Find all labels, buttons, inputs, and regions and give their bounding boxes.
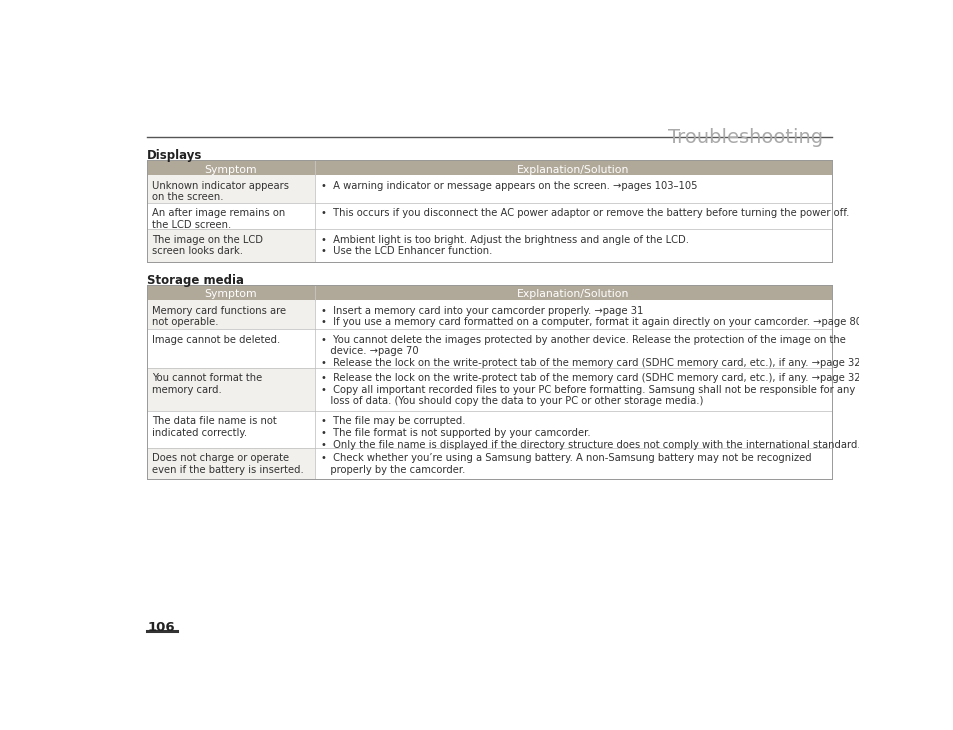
Bar	[314, 203, 831, 229]
Bar	[147, 411, 314, 448]
Text: Troubleshooting: Troubleshooting	[667, 128, 822, 147]
Bar	[147, 448, 314, 479]
Bar	[147, 329, 314, 368]
Text: Displays: Displays	[147, 149, 202, 162]
Text: Explanation/Solution: Explanation/Solution	[517, 164, 629, 174]
Text: •  This occurs if you disconnect the AC power adaptor or remove the battery befo: • This occurs if you disconnect the AC p…	[320, 209, 848, 218]
Text: Storage media: Storage media	[147, 274, 244, 287]
Text: •  Insert a memory card into your camcorder properly. →page 31
•  If you use a m: • Insert a memory card into your camcord…	[320, 306, 861, 327]
Bar	[147, 203, 314, 229]
Text: •  You cannot delete the images protected by another device. Release the protect: • You cannot delete the images protected…	[320, 335, 860, 368]
Text: Symptom: Symptom	[204, 289, 257, 299]
Bar	[147, 160, 831, 175]
Text: Symptom: Symptom	[204, 164, 257, 174]
Bar	[314, 368, 831, 411]
Bar	[147, 300, 314, 329]
Text: Unknown indicator appears
on the screen.: Unknown indicator appears on the screen.	[152, 181, 289, 202]
Text: Explanation/Solution: Explanation/Solution	[517, 289, 629, 299]
Text: 106: 106	[147, 621, 174, 634]
Bar	[314, 175, 831, 203]
Bar	[314, 329, 831, 368]
Text: Memory card functions are
not operable.: Memory card functions are not operable.	[152, 306, 286, 327]
Text: The image on the LCD
screen looks dark.: The image on the LCD screen looks dark.	[152, 234, 262, 256]
Text: Image cannot be deleted.: Image cannot be deleted.	[152, 335, 280, 345]
Bar	[314, 300, 831, 329]
Text: •  The file may be corrupted.
•  The file format is not supported by your camcor: • The file may be corrupted. • The file …	[320, 416, 860, 450]
Text: •  Release the lock on the write-protect tab of the memory card (SDHC memory car: • Release the lock on the write-protect …	[320, 373, 860, 407]
Text: An after image remains on
the LCD screen.: An after image remains on the LCD screen…	[152, 209, 285, 230]
Bar	[314, 448, 831, 479]
Bar	[147, 368, 314, 411]
Text: •  A warning indicator or message appears on the screen. →pages 103–105: • A warning indicator or message appears…	[320, 181, 697, 191]
Bar	[147, 285, 831, 300]
Text: •  Check whether you’re using a Samsung battery. A non-Samsung battery may not b: • Check whether you’re using a Samsung b…	[320, 453, 810, 475]
Text: •  Ambient light is too bright. Adjust the brightness and angle of the LCD.
•  U: • Ambient light is too bright. Adjust th…	[320, 234, 688, 256]
Bar	[314, 229, 831, 261]
Bar	[147, 229, 314, 261]
Text: The data file name is not
indicated correctly.: The data file name is not indicated corr…	[152, 416, 276, 438]
Bar	[314, 411, 831, 448]
Text: You cannot format the
memory card.: You cannot format the memory card.	[152, 373, 262, 395]
Bar	[147, 175, 314, 203]
Text: Does not charge or operate
even if the battery is inserted.: Does not charge or operate even if the b…	[152, 453, 303, 475]
